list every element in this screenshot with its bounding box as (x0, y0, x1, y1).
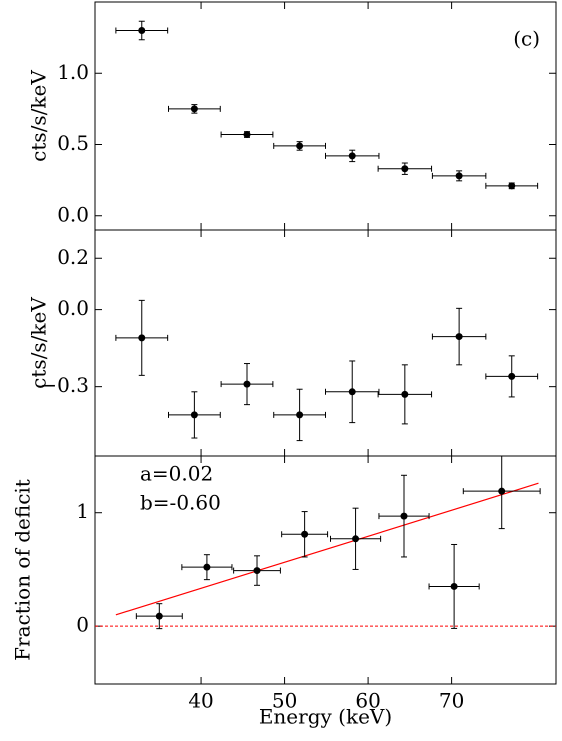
point (348, 388, 356, 396)
point (190, 411, 198, 419)
y-axis-label: cts/s/keV (27, 70, 51, 162)
x-tick-label: 60 (355, 689, 380, 713)
point (296, 142, 304, 150)
point (498, 487, 506, 495)
plot-frame (94, 1, 557, 231)
point (138, 27, 146, 34)
point (243, 380, 251, 388)
y-tick-label: 1 (76, 499, 89, 523)
point (508, 372, 516, 380)
point (455, 172, 463, 180)
y-tick-label: 0.0 (57, 296, 89, 320)
plot-frame (94, 229, 557, 457)
annotation: b=-0.60 (140, 491, 221, 515)
plot-frame (94, 455, 557, 685)
point (455, 333, 463, 341)
x-tick-label: 70 (439, 689, 464, 713)
y-axis-label: Fraction of deficit (11, 479, 35, 661)
y-tick-label: 0.0 (57, 202, 89, 226)
point (400, 512, 408, 520)
point (352, 535, 360, 543)
y-axis-label: cts/s/keV (27, 297, 51, 389)
point (243, 131, 251, 139)
point (348, 152, 356, 160)
annotation: a=0.02 (140, 462, 213, 486)
point (508, 182, 516, 190)
x-axis-label: Energy (keV) (259, 705, 392, 729)
y-tick-label: 0 (76, 613, 89, 637)
point (138, 334, 146, 342)
point (253, 567, 261, 575)
y-tick-label: 1.0 (57, 60, 89, 84)
x-tick-label: 50 (272, 689, 297, 713)
point (155, 612, 163, 620)
panel-label: (c) (513, 27, 540, 51)
y-tick-label: 0.2 (57, 245, 89, 269)
point (401, 165, 409, 173)
fit-line (115, 482, 539, 616)
y-tick-label: −0.3 (40, 373, 89, 397)
point (203, 563, 211, 571)
point (301, 530, 309, 538)
y-tick-label: 0.5 (57, 131, 89, 155)
point (401, 390, 409, 398)
x-tick-label: 40 (188, 689, 213, 713)
point (296, 411, 304, 419)
point (190, 105, 198, 113)
point (450, 582, 458, 590)
